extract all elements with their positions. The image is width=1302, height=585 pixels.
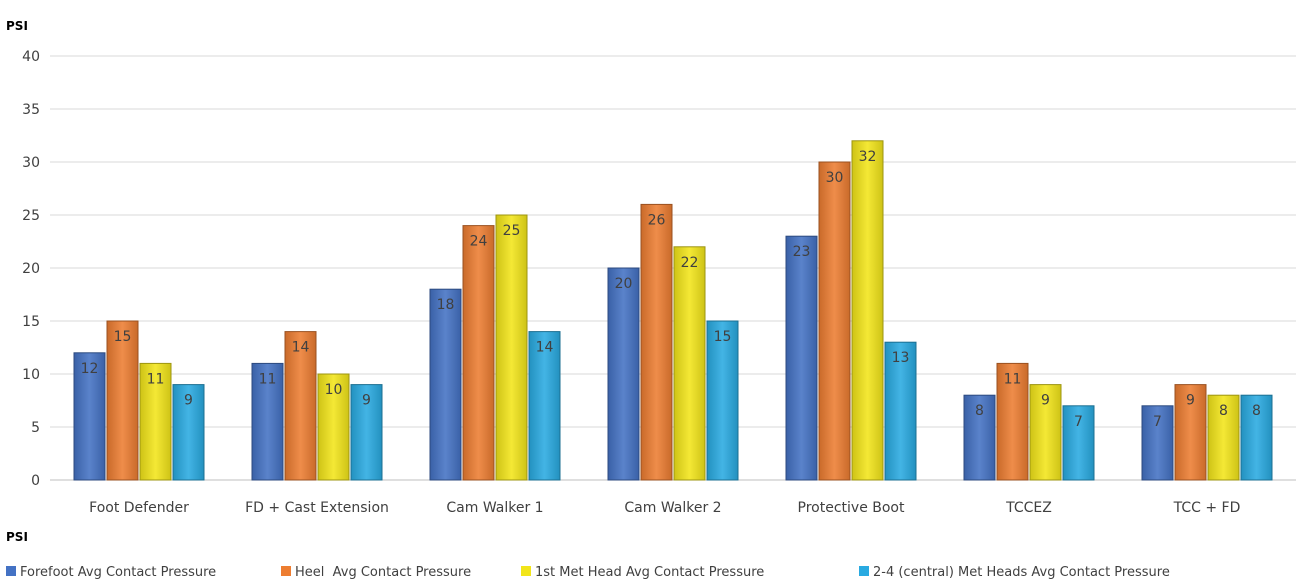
data-label: 20 [615, 276, 633, 292]
data-label: 15 [714, 329, 732, 345]
y-tick-label: 40 [22, 49, 40, 65]
bar [284, 331, 317, 481]
legend-swatch [521, 566, 531, 576]
bar [139, 362, 172, 481]
bar [1174, 384, 1207, 481]
data-label: 9 [184, 393, 193, 409]
data-label: 11 [1004, 371, 1022, 387]
y-axis-unit-label: PSI [6, 19, 28, 33]
bar [706, 320, 739, 481]
x-axis-unit-label: PSI [6, 530, 28, 544]
y-tick-label: 0 [31, 473, 40, 489]
legend-entry: Forefoot Avg Contact Pressure [20, 565, 216, 580]
bar [884, 341, 917, 481]
bar [106, 320, 139, 481]
y-tick-label: 30 [22, 155, 40, 171]
bar [317, 373, 350, 481]
bar [73, 352, 106, 481]
data-label: 9 [1186, 393, 1195, 409]
bar [673, 246, 706, 481]
bar [172, 384, 205, 481]
bar [528, 331, 561, 481]
data-label: 11 [259, 371, 277, 387]
gridlines [50, 55, 1296, 481]
data-label: 22 [681, 255, 699, 271]
legend-entry: Heel Avg Contact Pressure [295, 565, 471, 580]
bar [963, 394, 996, 481]
data-label: 30 [826, 170, 844, 186]
bar [1062, 405, 1095, 481]
data-label: 10 [325, 382, 343, 398]
data-label: 14 [292, 340, 310, 356]
legend-swatch [281, 566, 291, 576]
data-label: 14 [536, 340, 554, 356]
category-label: Foot Defender [89, 500, 189, 516]
data-label: 7 [1074, 414, 1083, 430]
data-label: 23 [793, 244, 811, 260]
data-label: 8 [975, 403, 984, 419]
bar [350, 384, 383, 481]
legend-entry: 2-4 (central) Met Heads Avg Contact Pres… [873, 565, 1170, 580]
y-tick-label: 5 [31, 420, 40, 436]
data-label: 13 [892, 350, 910, 366]
legend: Forefoot Avg Contact Pressure Heel Avg Co… [6, 565, 1170, 580]
data-label: 11 [147, 371, 165, 387]
bar [1207, 394, 1240, 481]
data-label: 9 [362, 393, 371, 409]
bar [1029, 384, 1062, 481]
y-tick-label: 15 [22, 314, 40, 330]
data-label: 18 [437, 297, 455, 313]
bar [851, 140, 884, 481]
data-label: 12 [81, 361, 99, 377]
bar [607, 267, 640, 481]
category-label: Cam Walker 2 [624, 500, 721, 516]
y-tick-label: 25 [22, 208, 40, 224]
bar [818, 161, 851, 481]
bar [1240, 394, 1273, 481]
bar [1141, 405, 1174, 481]
bar [640, 203, 673, 481]
data-label: 9 [1041, 393, 1050, 409]
y-axis-ticks: 0 5 10 15 20 25 30 35 40 [22, 49, 40, 489]
bar [462, 225, 495, 481]
category-label: TCCEZ [1005, 500, 1052, 516]
data-label: 32 [859, 149, 877, 165]
bar [785, 235, 818, 481]
data-label: 24 [470, 234, 488, 250]
bar [251, 362, 284, 481]
category-label: Protective Boot [798, 500, 905, 516]
bars [73, 140, 1273, 481]
y-tick-label: 10 [22, 367, 40, 383]
y-tick-label: 20 [22, 261, 40, 277]
bar [495, 214, 528, 481]
legend-entry: 1st Met Head Avg Contact Pressure [535, 565, 764, 580]
data-label: 8 [1252, 403, 1261, 419]
category-label: Cam Walker 1 [446, 500, 543, 516]
x-axis-categories: Foot Defender FD + Cast Extension Cam Walk… [89, 500, 1240, 516]
data-label: 8 [1219, 403, 1228, 419]
legend-swatch [6, 566, 16, 576]
data-label: 7 [1153, 414, 1162, 430]
legend-swatch [859, 566, 869, 576]
bar [429, 288, 462, 481]
category-label: FD + Cast Extension [245, 500, 389, 516]
category-label: TCC + FD [1173, 500, 1241, 516]
data-label: 15 [114, 329, 132, 345]
y-tick-label: 35 [22, 102, 40, 118]
data-label: 26 [648, 212, 666, 228]
bar [996, 362, 1029, 481]
data-labels: 12 15 11 9 11 14 10 9 18 24 25 14 20 26 22 15 23 30 32 13 8 1… [81, 149, 1261, 430]
data-label: 25 [503, 223, 521, 239]
